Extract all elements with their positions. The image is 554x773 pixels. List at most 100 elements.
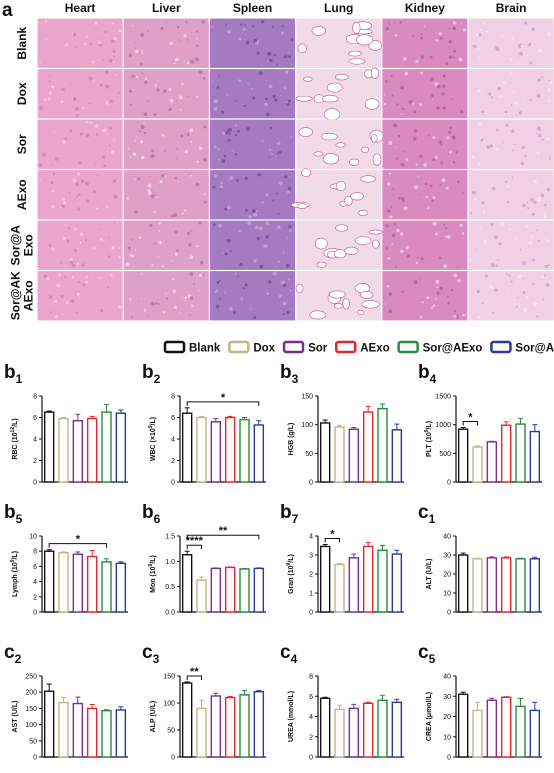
tissue-texture — [421, 301, 424, 304]
tissue-texture — [287, 278, 290, 281]
panel-subscript: 6 — [154, 512, 161, 526]
bar — [515, 423, 526, 483]
tissue-texture — [105, 101, 109, 105]
tissue-texture — [189, 272, 194, 276]
tissue-texture — [106, 151, 109, 153]
tissue-texture — [149, 175, 151, 178]
tissue-texture — [311, 26, 326, 36]
tissue-texture — [181, 212, 184, 215]
tissue-texture — [61, 87, 65, 92]
tissue-texture — [250, 87, 253, 90]
row-label-line: Blank — [15, 27, 29, 60]
tissue-texture — [169, 98, 174, 103]
tissue-texture — [150, 194, 155, 199]
y-axis-label: Mon (109/L) — [148, 555, 157, 593]
tissue-texture — [427, 207, 430, 210]
tissue-texture — [74, 248, 78, 252]
y-tick-label: 8 — [309, 674, 313, 681]
bar — [253, 690, 265, 758]
tissue-texture — [99, 277, 102, 280]
tissue-texture — [438, 140, 443, 145]
significance-label: * — [330, 529, 335, 541]
y-axis-label: AST (U/L) — [12, 701, 19, 733]
y-tick-label: 0 — [309, 480, 313, 487]
tissue-texture — [282, 283, 287, 287]
tissue-texture — [434, 232, 439, 236]
tissue-texture — [470, 212, 473, 215]
tissue-texture — [370, 67, 380, 79]
histology-image — [210, 220, 295, 270]
tissue-texture — [434, 155, 438, 159]
tissue-texture — [244, 176, 248, 180]
tissue-texture — [426, 296, 430, 300]
tissue-texture — [505, 273, 508, 276]
tissue-texture — [79, 132, 83, 136]
tissue-texture — [112, 277, 115, 279]
tissue-texture — [486, 145, 491, 150]
tissue-texture — [418, 279, 421, 281]
tissue-texture — [523, 97, 526, 100]
tissue-texture — [388, 141, 393, 145]
y-axis-label-part: ALP (U/L) — [150, 701, 157, 733]
tissue-texture — [79, 203, 81, 205]
panel-label: c4 — [280, 642, 298, 666]
tissue-texture — [277, 225, 281, 229]
y-tick-label: 8 — [33, 394, 37, 401]
panel-label: b6 — [142, 502, 161, 526]
tissue-texture — [83, 240, 85, 242]
tissue-texture — [388, 22, 390, 24]
tissue-texture — [495, 147, 500, 152]
tissue-texture — [278, 294, 282, 298]
tissue-texture — [523, 308, 527, 312]
tissue-texture — [506, 184, 510, 188]
bar — [58, 417, 69, 483]
tissue-texture — [478, 315, 481, 319]
tissue-texture — [415, 163, 418, 166]
tissue-texture — [287, 51, 290, 53]
tissue-texture — [454, 310, 457, 313]
tissue-texture — [103, 164, 107, 168]
row-label: Dox — [15, 82, 29, 105]
panel-label: b7 — [280, 502, 299, 526]
tissue-texture — [499, 278, 501, 280]
tissue-texture — [113, 138, 116, 141]
tissue-texture — [531, 212, 535, 216]
tissue-texture — [453, 49, 456, 53]
tissue-texture — [440, 237, 442, 240]
bar — [515, 705, 526, 758]
tissue-texture — [404, 71, 409, 76]
tissue-texture — [440, 143, 443, 146]
tissue-texture — [189, 128, 194, 133]
tissue-texture — [109, 274, 113, 277]
tissue-texture — [516, 305, 519, 308]
tissue-texture — [219, 185, 224, 189]
tissue-texture — [396, 228, 400, 233]
tissue-texture — [158, 241, 162, 245]
tissue-texture — [65, 43, 69, 47]
tissue-texture — [286, 310, 290, 315]
tissue-texture — [494, 235, 498, 240]
tissue-texture — [348, 58, 366, 65]
tissue-texture — [170, 259, 173, 262]
tissue-texture — [243, 38, 245, 41]
tissue-texture — [126, 197, 130, 200]
tissue-texture — [165, 292, 167, 295]
y-tick-label: 0 — [33, 610, 37, 617]
row-label-line: AExo — [15, 179, 29, 210]
tissue-texture — [385, 247, 389, 250]
tissue-texture — [283, 56, 286, 59]
tissue-texture — [184, 296, 187, 299]
y-tick-label: 0 — [447, 755, 451, 762]
tissue-texture — [515, 27, 518, 30]
row-label: Blank — [15, 27, 29, 60]
row-label-line: Exo — [22, 234, 36, 256]
tissue-texture — [517, 305, 521, 308]
tissue-texture — [359, 290, 374, 299]
tissue-texture — [515, 114, 518, 116]
tissue-texture — [212, 185, 216, 189]
tissue-texture — [71, 263, 76, 268]
tissue-texture — [259, 264, 264, 269]
y-tick-label: 2 — [309, 734, 313, 741]
tissue-texture — [453, 314, 457, 318]
tissue-texture — [102, 59, 105, 61]
